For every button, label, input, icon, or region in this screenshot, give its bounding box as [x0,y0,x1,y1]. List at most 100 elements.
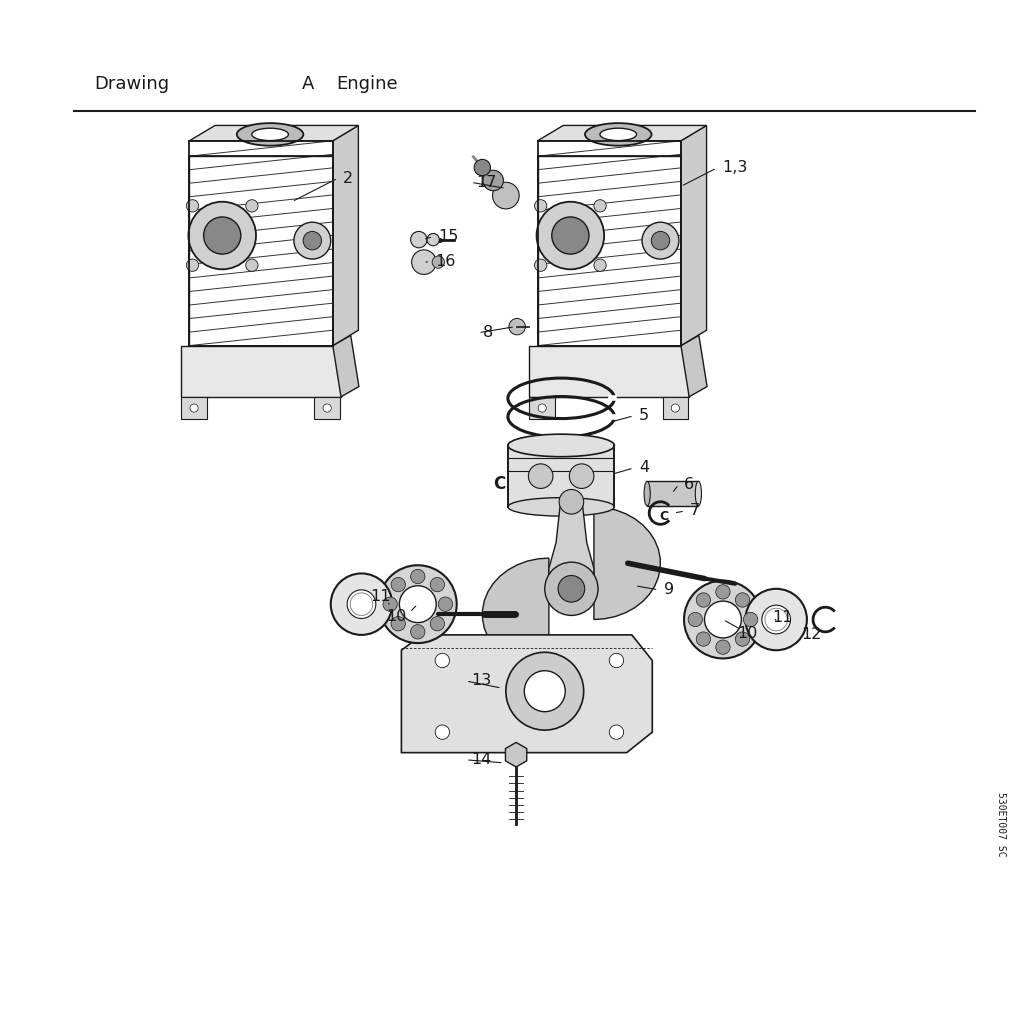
Circle shape [493,182,519,209]
Bar [663,397,688,420]
Text: 15: 15 [438,229,459,244]
Circle shape [432,256,444,268]
Polygon shape [333,336,359,397]
Circle shape [435,725,450,739]
Text: 16: 16 [435,254,456,268]
Circle shape [190,404,199,413]
Bar [647,481,698,506]
Text: C: C [659,510,668,522]
Circle shape [642,222,679,259]
Circle shape [552,217,589,254]
Circle shape [438,597,453,611]
Ellipse shape [585,123,651,145]
Circle shape [651,231,670,250]
Circle shape [186,259,199,271]
Text: 14: 14 [471,753,492,767]
Bar [538,156,681,346]
Text: 530ET007 SC: 530ET007 SC [996,792,1007,857]
Polygon shape [681,336,707,397]
Circle shape [391,578,406,592]
Bar [189,156,333,346]
Circle shape [506,652,584,730]
Ellipse shape [237,123,303,145]
Polygon shape [538,125,707,140]
Text: 4: 4 [639,461,649,475]
Bar [538,156,681,346]
Circle shape [509,318,525,335]
Circle shape [430,578,444,592]
Ellipse shape [508,434,614,457]
Bar [181,397,207,420]
Circle shape [743,612,758,627]
Circle shape [672,404,680,413]
Circle shape [538,404,546,413]
Text: 7: 7 [690,504,700,518]
Text: Drawing: Drawing [94,75,169,93]
Circle shape [594,259,606,271]
Text: 2: 2 [343,171,353,185]
Text: Engine: Engine [336,75,397,93]
Ellipse shape [600,128,637,140]
Circle shape [186,200,199,212]
Circle shape [324,404,332,413]
Polygon shape [333,125,358,346]
Circle shape [399,586,436,623]
Circle shape [246,259,258,271]
Circle shape [735,593,750,607]
Circle shape [435,653,450,668]
Polygon shape [401,635,652,753]
Bar [181,346,341,397]
Polygon shape [594,507,660,620]
Circle shape [609,653,624,668]
Circle shape [705,601,741,638]
Circle shape [528,464,553,488]
Polygon shape [506,742,526,767]
Bar [508,445,614,507]
Text: 8: 8 [483,326,494,340]
Circle shape [430,616,444,631]
Circle shape [391,616,406,631]
Text: 12: 12 [801,627,821,642]
Text: 6: 6 [684,477,694,492]
Text: 9: 9 [664,583,674,597]
Circle shape [688,612,702,627]
Circle shape [559,489,584,514]
Text: 11: 11 [772,609,793,625]
Circle shape [331,573,392,635]
Polygon shape [549,497,594,594]
Circle shape [537,202,604,269]
Circle shape [427,233,439,246]
Polygon shape [189,125,358,140]
Circle shape [204,217,241,254]
Circle shape [347,590,376,618]
Ellipse shape [508,498,614,516]
Circle shape [762,605,791,634]
Circle shape [535,259,547,271]
Circle shape [411,231,427,248]
Circle shape [716,640,730,654]
Text: 10: 10 [386,608,407,624]
Bar [529,346,689,397]
Text: 11: 11 [371,589,391,604]
Polygon shape [482,558,549,671]
Circle shape [246,200,258,212]
Bar [529,397,555,420]
Text: 10: 10 [737,626,758,641]
Circle shape [745,589,807,650]
Circle shape [535,200,547,212]
Circle shape [609,725,624,739]
Ellipse shape [644,481,650,506]
Text: C: C [494,475,506,494]
Circle shape [483,170,504,190]
Bar [189,156,333,346]
Ellipse shape [695,481,701,506]
Circle shape [545,562,598,615]
Text: A: A [302,75,314,93]
Circle shape [379,565,457,643]
Circle shape [412,250,436,274]
Circle shape [294,222,331,259]
Text: 5: 5 [639,409,649,423]
Text: 1,3: 1,3 [722,161,748,175]
Circle shape [716,585,730,599]
Circle shape [696,593,711,607]
